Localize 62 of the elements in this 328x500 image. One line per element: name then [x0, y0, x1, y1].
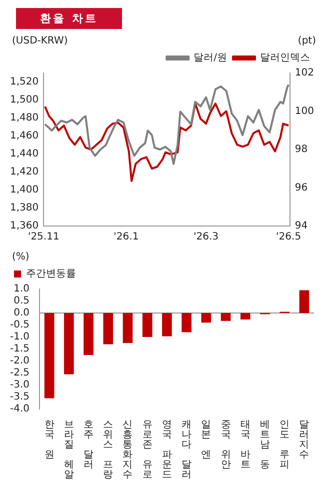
legend-label: 달러인덱스: [260, 52, 310, 64]
x-tick-label: 태국 바트: [240, 420, 250, 471]
y-tick-label: -1.0: [10, 332, 30, 343]
x-tick-label: 유로존 유로: [142, 420, 152, 481]
x-tick-label: '26.5: [276, 232, 302, 243]
chart-title: 환율 차트: [16, 8, 122, 29]
y-tick-label: 1,520: [10, 76, 39, 88]
x-tick-label: 한국 원: [44, 420, 54, 461]
y2-tick-label: 98: [294, 144, 308, 156]
y-tick-label: -2.0: [10, 356, 30, 367]
bar: [201, 313, 212, 323]
y-tick-label: 1,380: [10, 202, 39, 214]
legend-label: 주간변동률: [26, 268, 76, 280]
y2-tick-label: 102: [294, 68, 314, 79]
y-tick-label: -3.5: [10, 392, 30, 403]
y-tick-label: -2.5: [10, 368, 30, 379]
bar: [44, 313, 54, 398]
x-tick-label: 스위스 프랑: [103, 420, 114, 481]
y-tick-label: -0.5: [10, 320, 30, 331]
y-tick-label: -4.0: [10, 404, 30, 415]
y-axis-title: (USD-KRW): [12, 36, 68, 47]
bar: [142, 313, 152, 337]
y2-tick-label: 94: [294, 220, 308, 232]
bar: [299, 290, 310, 313]
y-tick-label: 1,420: [10, 166, 39, 178]
bar: [220, 313, 231, 321]
y-tick-label: 1,360: [10, 220, 39, 232]
bar: [240, 313, 250, 320]
x-tick-label: 베트남 동: [260, 420, 270, 471]
x-tick-label: 일본 엔: [201, 420, 212, 461]
bar: [162, 313, 172, 336]
y-tick-label: 1,500: [10, 94, 39, 106]
x-tick-label: 캐나다 달러: [182, 420, 192, 481]
x-tick-label: 달러지수: [299, 420, 310, 461]
y2-tick-label: 96: [294, 182, 308, 194]
y-tick-label: 1.0: [14, 284, 30, 295]
x-tick-label: 신흥통화지수: [122, 420, 133, 481]
x-tick-label: '25.11: [28, 232, 60, 243]
y-tick-label: 1,440: [10, 148, 39, 160]
bar: [84, 313, 94, 355]
legend-label: 달러/원: [194, 52, 228, 64]
bar: [122, 313, 133, 343]
x-tick-label: 중국 위안: [220, 420, 231, 471]
y-axis-title: (%): [12, 252, 30, 263]
y-tick-label: -3.0: [10, 380, 30, 391]
y-tick-label: 0.5: [14, 296, 30, 307]
x-tick-label: 호주 달러: [84, 420, 94, 471]
x-tick-label: 영국 파운드: [162, 420, 172, 481]
bar: [182, 313, 192, 332]
bar: [64, 313, 74, 374]
x-tick-label: '26.1: [114, 232, 139, 243]
y-tick-label: -1.5: [10, 344, 30, 355]
y-tick-label: 0.0: [14, 308, 30, 319]
x-tick-label: 브라질 헤알: [64, 420, 74, 481]
y2-tick-label: 100: [294, 106, 314, 117]
x-tick-label: 인도 루피: [280, 420, 290, 471]
bar: [103, 313, 114, 344]
y-tick-label: 1,480: [10, 112, 39, 124]
y-tick-label: 1,400: [10, 184, 39, 196]
y-tick-label: 1,460: [10, 130, 39, 142]
x-tick-label: '26.3: [194, 232, 219, 243]
y2-axis-title: (pt): [298, 36, 316, 47]
